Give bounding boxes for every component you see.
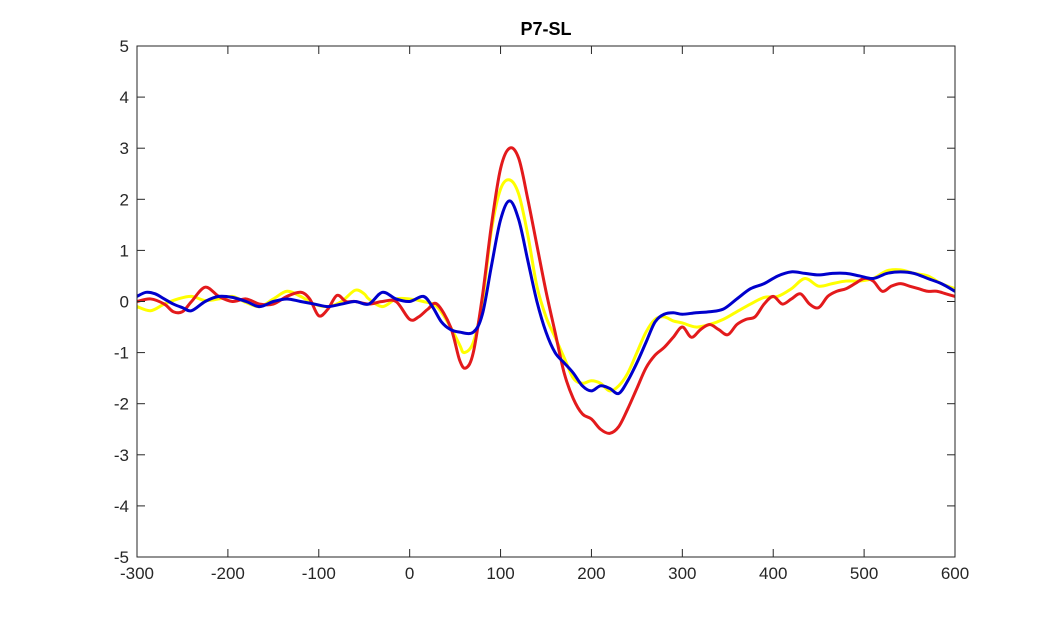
series-layer [137, 146, 955, 435]
y-tick-label: 3 [120, 139, 129, 158]
series-line-2 [137, 146, 955, 435]
x-tick-label: 400 [759, 564, 787, 583]
chart-title: P7-SL [520, 19, 571, 39]
y-tick-label: 5 [120, 37, 129, 56]
x-tick-label: 300 [668, 564, 696, 583]
y-tick-label: 1 [120, 241, 129, 260]
y-tick-label: -5 [114, 548, 129, 567]
series-group [137, 146, 955, 435]
x-tick-label: 600 [941, 564, 969, 583]
y-tick-label: -3 [114, 446, 129, 465]
y-tick-label: 0 [120, 293, 129, 312]
series-line-3 [137, 199, 955, 396]
x-tick-label: 0 [405, 564, 414, 583]
axes-layer: -300 -200 -100 0 100 200 300 400 500 600 -5 -4 -3 -2 -… [114, 37, 969, 583]
series-line-1 [137, 178, 955, 393]
y-tick-label: -4 [114, 497, 129, 516]
x-tick-label: -300 [120, 564, 154, 583]
x-tick-label: -100 [302, 564, 336, 583]
x-tick-label: 200 [577, 564, 605, 583]
y-tick-label: 4 [120, 88, 129, 107]
x-tick-label: 500 [850, 564, 878, 583]
y-tick-label: 2 [120, 190, 129, 209]
x-tick-label: 100 [486, 564, 514, 583]
y-tick-label: -2 [114, 395, 129, 414]
y-tick-label: -1 [114, 344, 129, 363]
x-tick-label: -200 [211, 564, 245, 583]
